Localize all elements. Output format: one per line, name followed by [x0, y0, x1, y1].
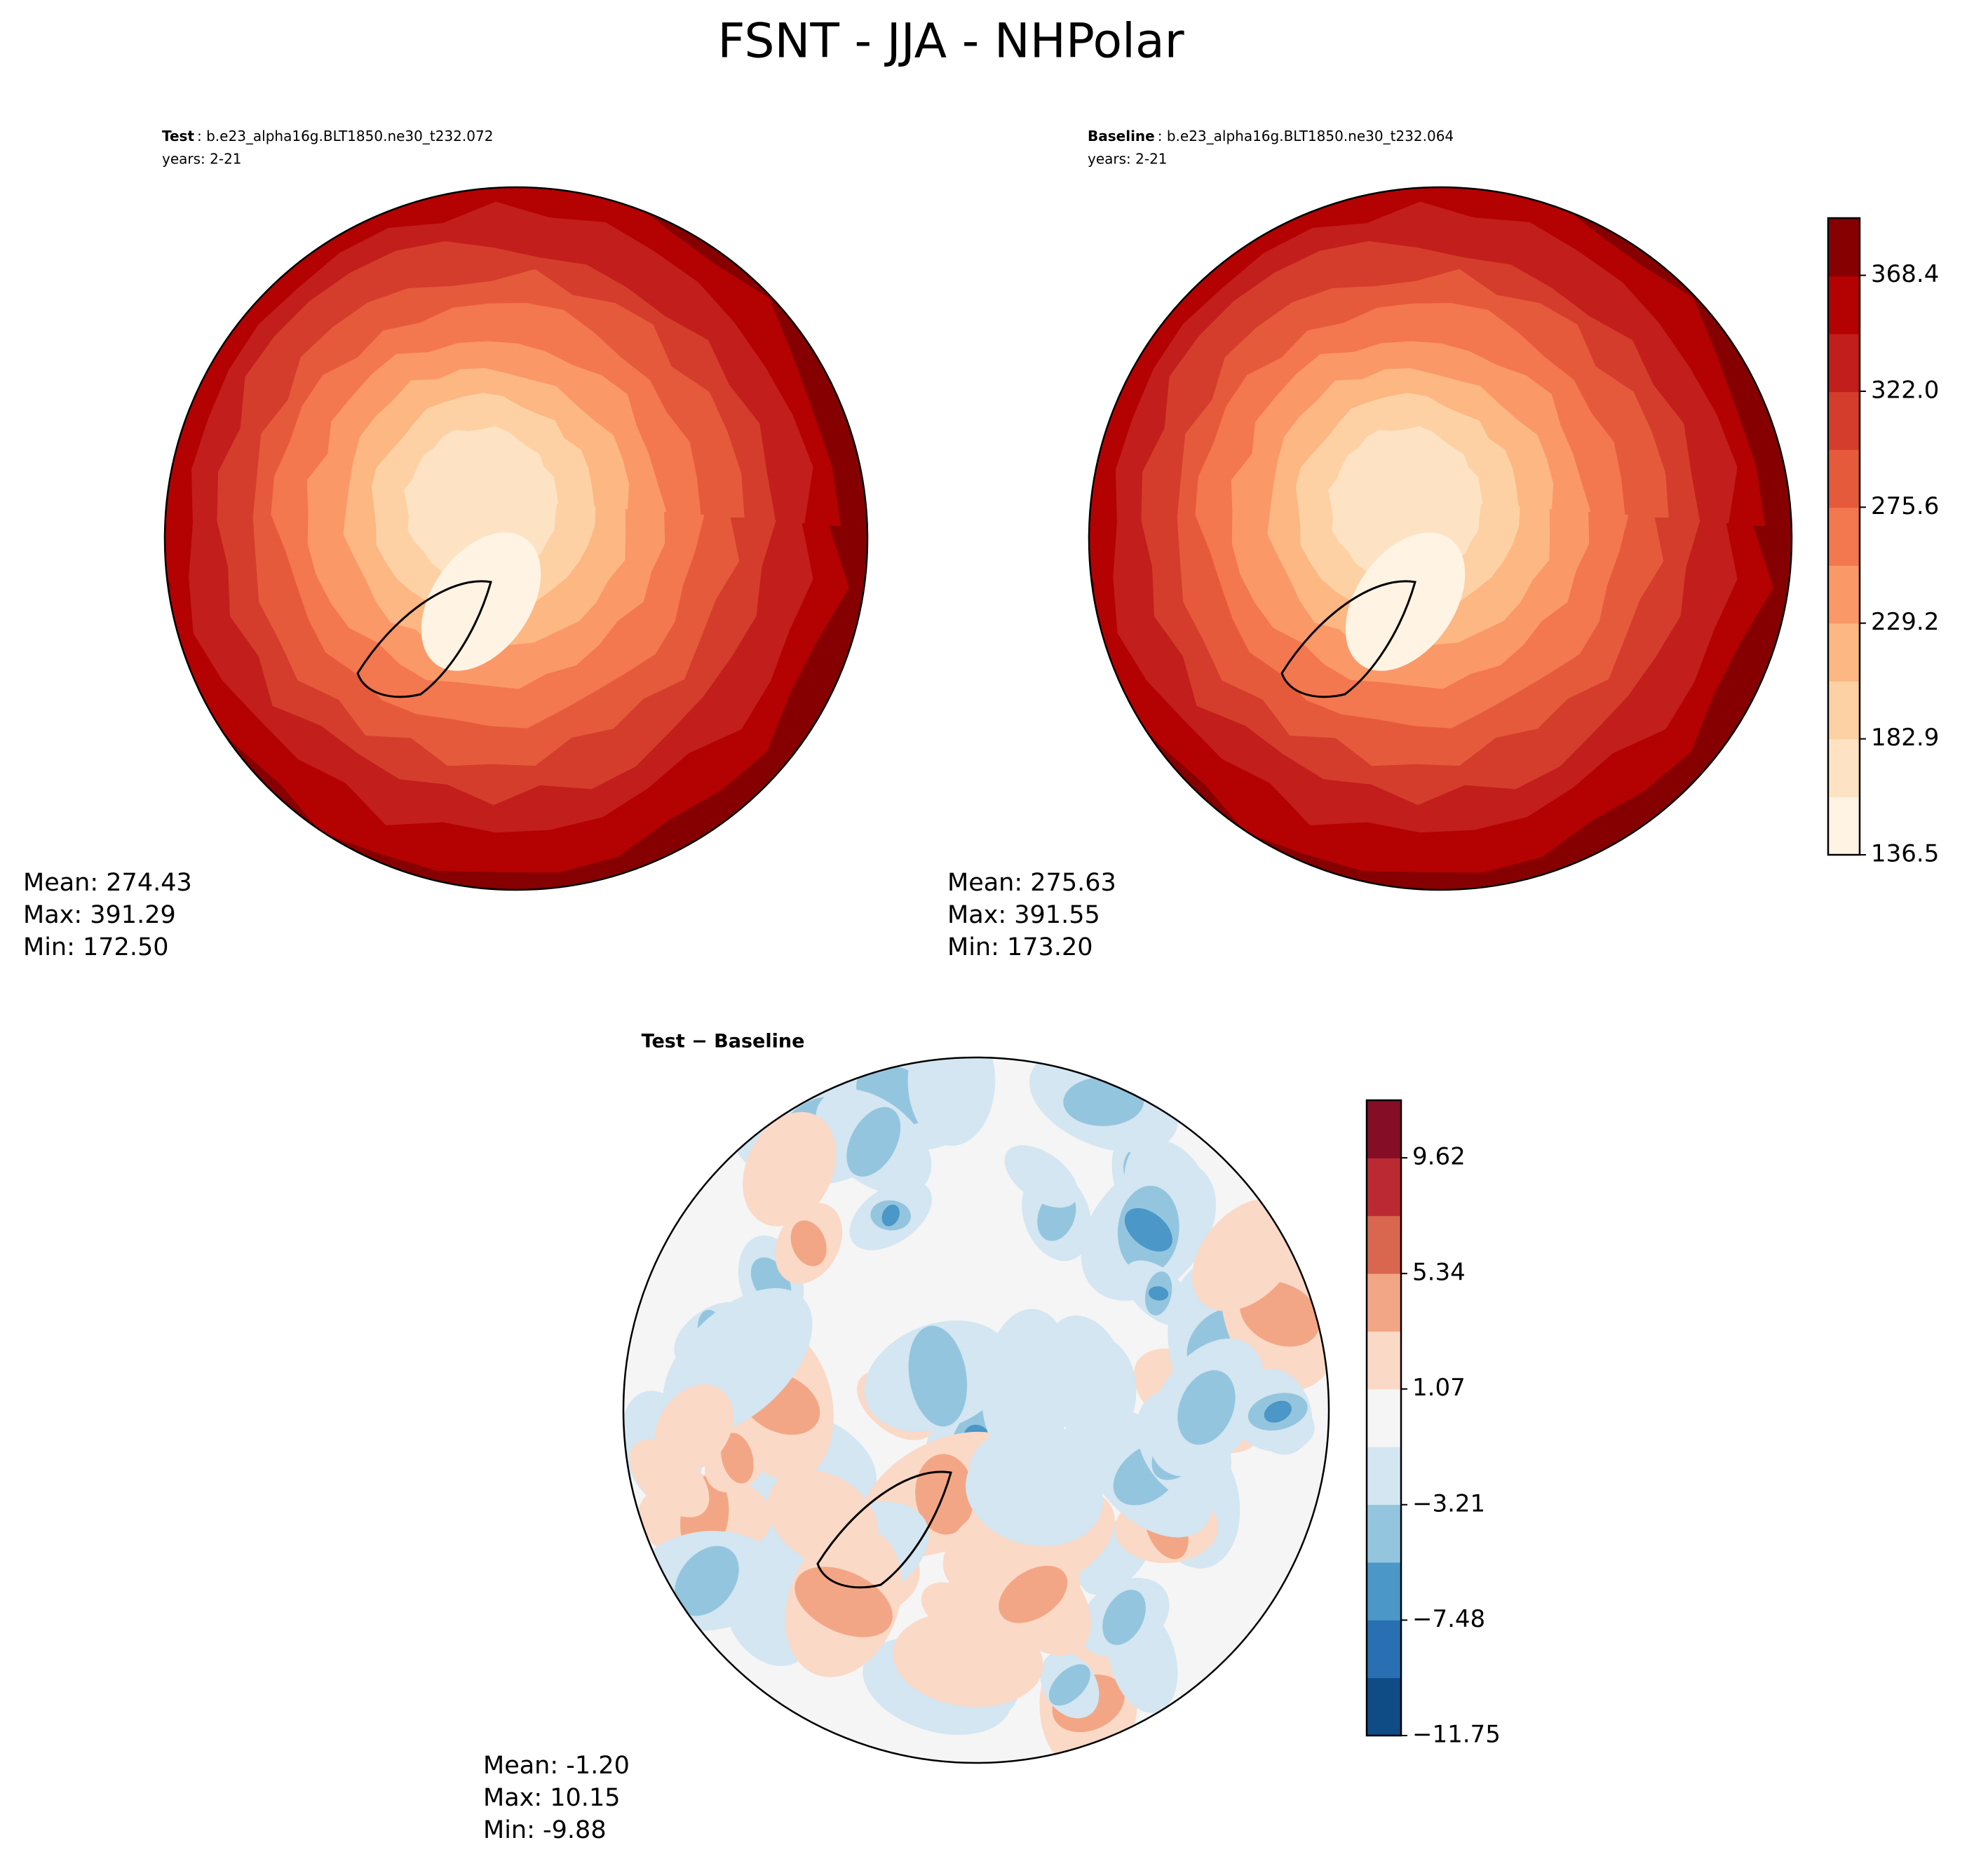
colorbar-frame [1365, 1099, 1402, 1737]
stat: Mean: -1.20 [483, 1752, 630, 1780]
map-contour [721, 1433, 754, 1484]
colorbar-tick-label: 5.34 [1412, 1259, 1466, 1287]
colorbar-band [1367, 1273, 1401, 1332]
map-contour [881, 1204, 900, 1226]
colorbar-band [1828, 334, 1860, 393]
colorbar-band [1367, 1388, 1401, 1447]
map-border [163, 186, 869, 891]
panel-label: Baseline [1088, 128, 1155, 144]
colorbar-tick-label: 182.9 [1871, 724, 1939, 752]
panel-header: Test: b.e23_alpha16g.BLT1850.ne30_t232.0… [162, 128, 493, 144]
colorbar-band [1828, 507, 1860, 566]
panel-years: years: 2-21 [162, 151, 242, 168]
panel-case: : b.e23_alpha16g.BLT1850.ne30_t232.072 [197, 128, 493, 144]
stat: Min: -9.88 [483, 1816, 607, 1844]
map-border [1088, 186, 1793, 891]
colorbar-band [1367, 1331, 1401, 1390]
colorbar-tick-label: 322.0 [1871, 376, 1939, 404]
map-contour [674, 1546, 739, 1616]
panel-years: years: 2-21 [1088, 151, 1168, 168]
colorbar-frame [1827, 217, 1861, 856]
map-test [165, 187, 867, 890]
colorbar-band [1367, 1562, 1401, 1621]
colorbar-tick-label: 229.2 [1871, 608, 1939, 636]
map-contour [1124, 1208, 1172, 1252]
colorbar-band [1828, 276, 1860, 334]
map-contour [999, 1565, 1068, 1623]
map-contour [1192, 1198, 1301, 1311]
colorbar-band [1367, 1158, 1401, 1217]
panel-case: : b.e23_alpha16g.BLT1850.ne30_t232.064 [1158, 128, 1454, 144]
panel-header: Baseline: b.e23_alpha16g.BLT1850.ne30_t2… [1088, 128, 1454, 144]
colorbar-band [1367, 1677, 1401, 1736]
colorbar-band [1828, 218, 1860, 277]
map-contour [1004, 1145, 1078, 1208]
colorbar-band [1828, 738, 1860, 797]
colorbar-tick-label: −3.21 [1412, 1489, 1485, 1517]
map-contour [654, 1384, 733, 1473]
stat: Max: 391.55 [947, 901, 1100, 929]
colorbar-band [1828, 797, 1860, 856]
map-contour [1048, 1664, 1090, 1706]
stat: Mean: 274.43 [23, 869, 192, 897]
colorbar-band [1828, 565, 1860, 624]
map-contour [421, 532, 541, 671]
colorbar-tick-label: −11.75 [1412, 1721, 1501, 1749]
stat: Max: 391.29 [23, 901, 176, 929]
colorbar-band [1828, 391, 1860, 450]
map-contour [893, 1611, 1043, 1708]
stat: Max: 10.15 [483, 1784, 620, 1812]
colorbar-band [1828, 681, 1860, 740]
colorbar-tick-label: 1.07 [1412, 1374, 1466, 1402]
map-contour [1264, 1400, 1292, 1423]
colorbar-tick-label: 368.4 [1871, 260, 1939, 288]
map-contour [907, 1057, 996, 1146]
map-contour [846, 1107, 901, 1177]
diff-title: Test − Baseline [642, 1031, 805, 1053]
colorbar-band [1828, 623, 1860, 682]
map-contour [767, 1470, 879, 1567]
map-contour [908, 1325, 968, 1427]
map-difference [623, 1057, 1329, 1763]
coastlines [356, 580, 1416, 1589]
map-contour [790, 1220, 827, 1266]
colorbar-tick-label: 9.62 [1412, 1143, 1466, 1171]
panel-label: Test [162, 128, 194, 144]
colorbar-band [1367, 1504, 1401, 1563]
figure-title: FSNT - JJA - NHPolar [717, 14, 1184, 69]
colorbar-tick-label: −7.48 [1412, 1605, 1485, 1633]
map-contour [1345, 532, 1466, 671]
map-contour [743, 1111, 837, 1226]
map-contour [966, 1440, 1104, 1547]
map-border [622, 1056, 1330, 1764]
colorbar-tick-label: 275.6 [1871, 492, 1939, 520]
colorbar-band [1367, 1100, 1401, 1158]
stat: Mean: 275.63 [947, 869, 1116, 897]
colorbar-band [1367, 1215, 1401, 1274]
map-contour [1148, 1286, 1169, 1301]
colorbar-band [1367, 1447, 1401, 1506]
map-baseline [1089, 187, 1792, 890]
stat: Min: 172.50 [23, 933, 169, 961]
map-contour [1177, 1370, 1236, 1445]
map-contour [629, 1439, 710, 1517]
colorbar-tick-label: 136.5 [1871, 840, 1939, 868]
map-contour [794, 1567, 893, 1637]
colorbar-band [1828, 449, 1860, 508]
map-contour [1102, 1590, 1146, 1645]
stat: Min: 173.20 [947, 933, 1093, 961]
colorbar-band [1367, 1620, 1401, 1679]
